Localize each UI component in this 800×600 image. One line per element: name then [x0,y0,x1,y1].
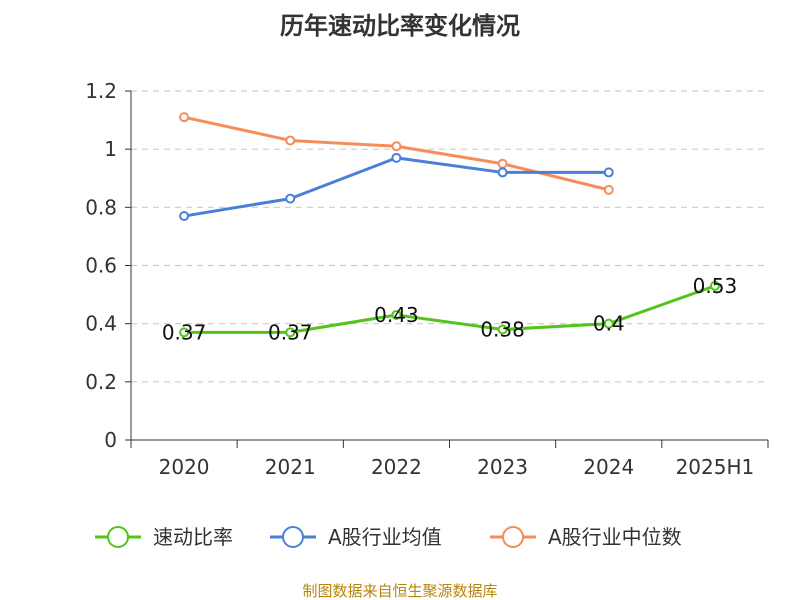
data-label: 0.4 [593,312,625,336]
data-label: 0.37 [268,320,313,344]
legend-label: 速动比率 [153,525,233,549]
x-tick-label: 2021 [265,455,316,479]
data-point [285,193,296,204]
data-point [285,327,296,338]
y-tick-label: 0.6 [85,254,117,278]
legend-label: A股行业均值 [328,525,442,549]
legend: 速动比率 A股行业均值 A股行业中位数 [95,525,682,549]
series-layer [179,112,720,338]
data-point [285,135,296,146]
data-point [603,167,614,178]
series-line-0 [184,284,716,334]
y-tick-label: 1.2 [85,79,117,103]
data-point [709,280,720,291]
data-point [179,211,190,222]
data-point [391,309,402,320]
data-point [497,324,508,335]
data-point [497,158,508,169]
legend-marker [107,526,129,548]
data-label: 0.38 [480,317,525,341]
data-label: 0.43 [374,303,419,327]
data-label: 0.37 [162,320,207,344]
y-tick-label: 0 [104,428,117,452]
legend-label: A股行业中位数 [548,525,682,549]
legend-marker [282,526,304,548]
x-tick-label: 2025H1 [676,455,755,479]
x-tick-label: 2022 [371,455,422,479]
axes: 0 0.2 0.4 0.6 0.8 1 1.2 2020 2021 2022 2023 2024 202… [85,79,769,479]
data-labels: 0.37 0.37 0.43 0.38 0.4 0.53 [162,274,737,345]
x-tick-label: 2020 [159,455,210,479]
y-tick-label: 0.8 [85,195,117,219]
grid-lines [131,90,768,383]
data-point [603,184,614,195]
data-label: 0.53 [693,274,738,298]
x-tick-label: 2024 [583,455,634,479]
chart-title: 历年速动比率变化情况 [280,12,520,40]
data-point [391,141,402,152]
data-point [603,318,614,329]
y-tick-label: 1 [104,137,117,161]
data-point [179,327,190,338]
data-point [391,152,402,163]
source-note: 制图数据来自恒生聚源数据库 [302,582,497,600]
data-point [179,112,190,123]
x-tick-label: 2023 [477,455,528,479]
data-point [497,167,508,178]
y-tick-label: 0.2 [85,370,117,394]
y-tick-label: 0.4 [85,312,117,336]
legend-marker [502,526,524,548]
